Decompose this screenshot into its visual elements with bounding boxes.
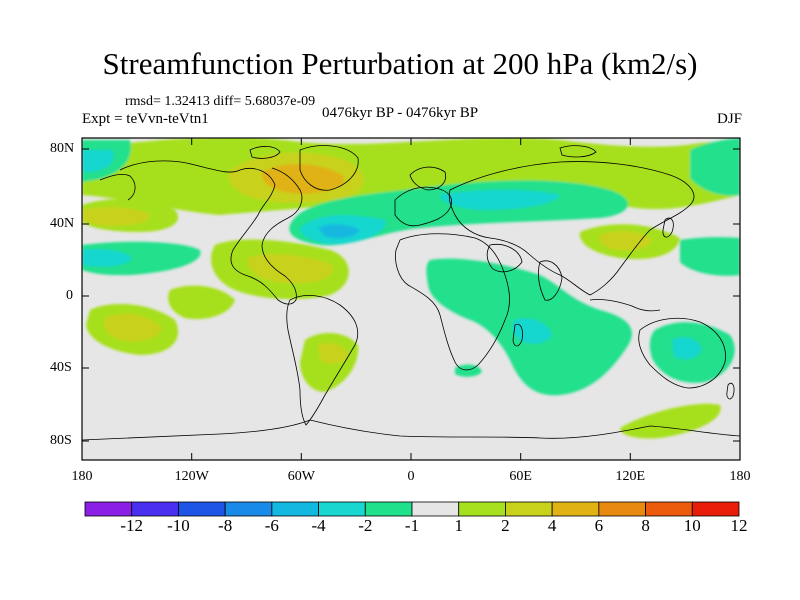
axis-ticks	[81, 138, 741, 460]
colorbar-label: -10	[167, 516, 190, 535]
coastline-australia	[638, 317, 726, 389]
colorbar-swatch	[551, 501, 600, 517]
coastline-asia	[448, 161, 695, 296]
stats-text: rmsd= 1.32413 diff= 5.68037e-09	[125, 94, 316, 109]
colorbar-label: 12	[730, 516, 748, 535]
coastline-africa	[395, 233, 510, 371]
season-label: DJF	[716, 111, 742, 127]
lat-label-0: 0	[66, 288, 73, 303]
colorbar-swatch	[224, 501, 273, 517]
colorbar-label: -1	[404, 516, 420, 535]
colorbar-label: -8	[218, 516, 233, 535]
coastline-arctic-islands	[249, 146, 281, 159]
colorbar-label: -6	[264, 516, 279, 535]
contour-region-atlantic-orange-core	[261, 164, 345, 194]
coastline-new-zealand	[726, 382, 735, 400]
lon-label-120w: 120W	[174, 469, 209, 484]
lon-label-180e: 180	[729, 469, 751, 484]
contour-region-southeast-pacific-green	[168, 285, 235, 320]
colorbar-swatch	[505, 501, 553, 517]
contour-region-central-asia-cyan	[440, 189, 560, 210]
lat-label-80s: 80S	[50, 433, 72, 448]
lon-label-180w: 180	[71, 469, 93, 484]
colorbar-label: -2	[358, 516, 373, 535]
lon-label-120e: 120E	[615, 469, 646, 484]
lon-label-60e: 60E	[509, 469, 532, 484]
contour-region-south-america-orange	[318, 343, 348, 364]
colorbar-label: 6	[594, 516, 604, 535]
contour-region-pacific-cyan-band	[82, 241, 201, 276]
colorbar-swatch	[84, 501, 133, 517]
contour-region-south-pacific-orange	[104, 313, 162, 342]
contour-region-eurasia-cyan-core2	[318, 224, 360, 238]
colorbar-swatch	[645, 501, 693, 517]
coastline-greenland	[299, 145, 359, 191]
coastline-indonesia	[589, 299, 661, 312]
lat-label-40n: 40N	[50, 216, 75, 231]
coastline-antarctica	[82, 419, 740, 441]
coastline-arctic-islands-2	[559, 145, 597, 158]
page-title: Streamfunction Perturbation at 200 hPa (…	[102, 46, 698, 81]
coastline-india	[537, 260, 563, 301]
colorbar-swatch	[691, 501, 740, 517]
colorbar	[84, 501, 740, 517]
contour-region-n-pacific-yellow-core	[82, 206, 151, 226]
experiment-label: Expt = teVvn-teVtn1	[82, 111, 209, 127]
lat-label-80n: 80N	[50, 141, 75, 156]
colorbar-label: -4	[311, 516, 326, 535]
colorbar-label: 2	[501, 516, 510, 535]
coastline-japan	[662, 217, 674, 238]
colorbar-swatch	[131, 501, 179, 517]
colorbar-label: 10	[683, 516, 701, 535]
coastline-arabia	[486, 243, 523, 273]
colorbar-swatch	[318, 501, 366, 517]
lat-label-40s: 40S	[50, 360, 72, 375]
contour-region-southern-ocean-green	[620, 403, 721, 439]
coastline-europe	[394, 186, 452, 227]
colorbar-swatch	[364, 501, 413, 517]
contour-region-americas-yellow-core	[247, 254, 333, 284]
lon-label-60w: 60W	[287, 469, 315, 484]
coastline-north-america	[119, 160, 303, 305]
coastline-madagascar	[512, 323, 523, 347]
colorbar-label: 4	[547, 516, 557, 535]
coastline-scandinavia	[409, 166, 447, 191]
colorbar-label: 8	[641, 516, 650, 535]
contour-region-pacific-cyan-band-core	[82, 249, 132, 267]
colorbar-swatch	[411, 501, 460, 517]
contour-region-pacific-blue-west-core	[82, 150, 114, 172]
colorbar-swatch	[458, 501, 506, 517]
period-label: 0476kyr BP - 0476kyr BP	[322, 105, 479, 121]
colorbar-label: 1	[454, 516, 463, 535]
coastline-south-america	[286, 295, 359, 426]
coastlines	[82, 145, 740, 441]
contour-region-east-asia-orange	[599, 230, 652, 251]
coastline-alaska	[99, 173, 136, 201]
contour-region-australia-core	[672, 337, 702, 360]
colorbar-swatch	[598, 501, 646, 517]
contour-region-east-pacific-band	[680, 237, 740, 276]
colorbar-swatch	[178, 501, 226, 517]
colorbar-swatch	[271, 501, 319, 517]
lon-label-0: 0	[407, 469, 415, 484]
contour-region-ne-pacific-cyan	[690, 138, 740, 196]
colorbar-label: -12	[120, 516, 144, 535]
